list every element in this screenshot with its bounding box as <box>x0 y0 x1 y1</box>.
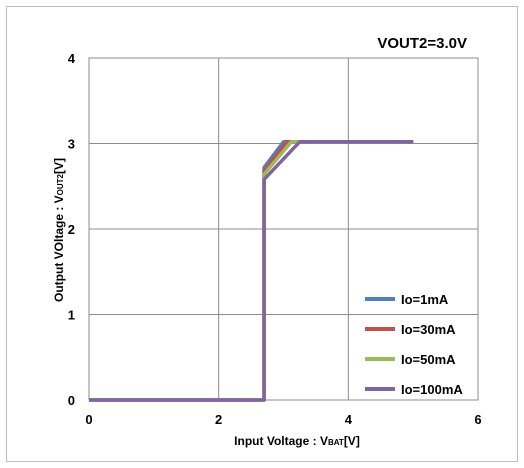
legend-label: Io=1mA <box>401 292 449 307</box>
legend-item: Io=30mA <box>365 322 456 337</box>
x-axis-label-sub: BAT <box>328 438 344 447</box>
y-tick-label: 1 <box>68 308 75 323</box>
y-tick-label: 4 <box>68 51 76 66</box>
series-line-3 <box>89 140 414 402</box>
series-line-2 <box>89 140 414 402</box>
y-tick-label: 3 <box>68 137 75 152</box>
series-line-1 <box>89 140 414 402</box>
legend: Io=1mA Io=30mA Io=50mA Io=100mA <box>365 292 463 397</box>
grid-lines <box>88 57 479 401</box>
y-tick-labels: 0 1 2 3 4 <box>68 51 76 408</box>
y-tick-label: 2 <box>68 222 75 237</box>
legend-label: Io=50mA <box>401 352 456 367</box>
chart-annotation: VOUT2=3.0V <box>377 35 467 52</box>
chart-frame <box>6 6 518 462</box>
x-axis-label-unit: [V] <box>344 434 360 448</box>
legend-item: Io=100mA <box>365 382 463 397</box>
x-tick-label: 2 <box>215 412 222 427</box>
x-axis-label-text: Input Voltage : V <box>234 434 328 448</box>
y-axis-label-unit: [V] <box>52 158 66 174</box>
x-tick-labels: 0 2 4 6 <box>85 412 481 427</box>
y-axis-label-sub: OUT2 <box>56 173 65 195</box>
x-axis-label: Input Voltage : VBAT[V] <box>234 434 360 448</box>
legend-label: Io=30mA <box>401 322 456 337</box>
legend-label: Io=100mA <box>401 382 463 397</box>
x-tick-label: 4 <box>345 412 353 427</box>
y-axis-label-text: Output VOltage : V <box>52 195 66 302</box>
y-axis-label: Output VOltage : VOUT2[V] <box>52 158 66 302</box>
series-lines <box>89 140 414 402</box>
series-line-4 <box>89 140 414 402</box>
plot-area <box>88 57 479 401</box>
y-tick-label: 0 <box>68 393 75 408</box>
x-tick-label: 0 <box>85 412 92 427</box>
legend-item: Io=50mA <box>365 352 456 367</box>
x-tick-label: 6 <box>474 412 481 427</box>
legend-item: Io=1mA <box>365 292 449 307</box>
